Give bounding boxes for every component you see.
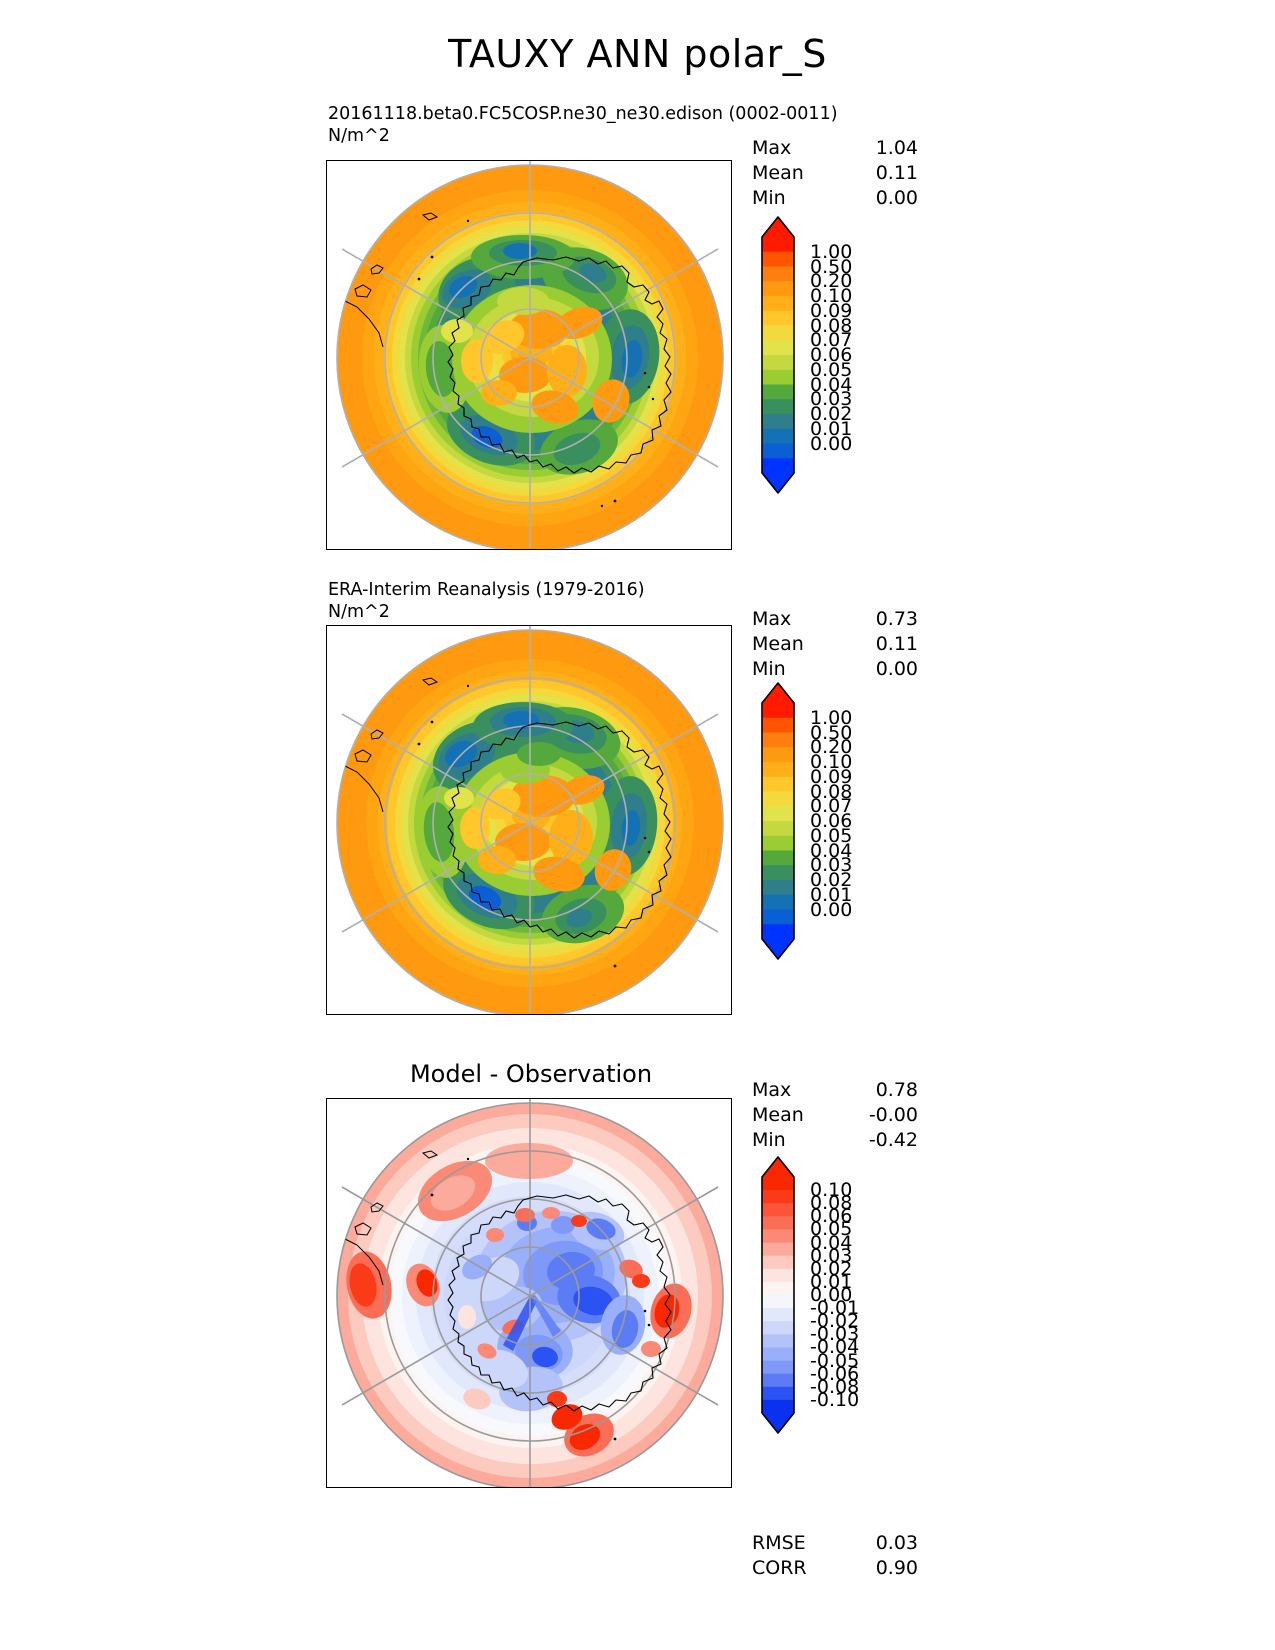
colorbar-tick-label: -0.08 — [810, 1375, 860, 1398]
colorbar-tick-label: 0.04 — [810, 839, 853, 862]
colorbar-tick-label: 0.50 — [810, 255, 853, 278]
stat-label: Mean — [752, 162, 804, 184]
colorbar-tick-label: 0.00 — [810, 432, 853, 455]
stat-label: RMSE — [752, 1532, 806, 1554]
colorbar-tick-label: 0.20 — [810, 270, 853, 293]
colorbar-tick-label: 0.08 — [810, 314, 853, 337]
colorbar-tick-label: 1.00 — [810, 240, 853, 263]
colorbar-tick-label: 1.00 — [810, 706, 853, 729]
colorbar-tick-label: -0.02 — [810, 1310, 860, 1333]
colorbar-tick-label: -0.06 — [810, 1362, 860, 1385]
colorbar-tick-label: 0.06 — [810, 344, 853, 366]
stat-label: Max — [752, 1079, 792, 1101]
panel-model-units: N/m^2 — [328, 126, 390, 146]
colorbar-tick-labels: 0.10 0.08 0.06 0.05 0.04 0.03 0.02 0.01 0.00 -0.0… — [810, 1155, 888, 1435]
colorbar-tick-label: 0.08 — [810, 1192, 853, 1215]
panel-model-caption: 20161118.beta0.FC5COSP.ne30_ne30.edison … — [328, 104, 838, 124]
panel-observation-caption: ERA-Interim Reanalysis (1979-2016) — [328, 580, 645, 600]
colorbar-tick-label: -0.03 — [810, 1323, 860, 1346]
colorbar-tick-label: 0.05 — [810, 824, 853, 847]
stat-label: Min — [752, 1129, 786, 1151]
panel-model-map[interactable] — [326, 160, 732, 550]
colorbar-tick-label: -0.05 — [810, 1349, 860, 1372]
stat-label: Mean — [752, 1104, 804, 1126]
colorbar-tick-label: 0.06 — [810, 1205, 853, 1228]
page-title: TAUXY ANN polar_S — [448, 32, 827, 76]
colorbar-swatches — [748, 215, 808, 499]
colorbar-tick-label: 0.09 — [810, 765, 853, 788]
stat-value: 0.73 — [875, 608, 918, 630]
colorbar-tick-label: 0.00 — [810, 1284, 853, 1306]
colorbar-tick-label: 0.01 — [810, 883, 853, 906]
colorbar-tick-label: 0.06 — [810, 810, 853, 832]
colorbar-tick-labels: 1.00 0.50 0.20 0.10 0.09 0.08 0.07 0.06 0.05 0.04… — [810, 215, 888, 495]
colorbar-tick-label: -0.04 — [810, 1336, 860, 1359]
colorbar-tick-label: 0.03 — [810, 388, 853, 411]
stat-value: -0.42 — [868, 1129, 918, 1151]
colorbar-tick-label: 0.50 — [810, 721, 853, 744]
stat-value: -0.00 — [868, 1104, 918, 1126]
stat-label: Mean — [752, 633, 804, 655]
colorbar-tick-label: 0.01 — [810, 417, 853, 440]
colorbar-tick-label: 0.20 — [810, 736, 853, 759]
colorbar-tick-label: 0.03 — [810, 854, 853, 877]
panel-observation-colorbar: 1.00 0.50 0.20 0.10 0.09 0.08 0.07 0.06 0.05 0.04… — [748, 681, 888, 961]
colorbar-swatches — [748, 1155, 808, 1439]
colorbar-tick-label: 0.02 — [810, 403, 853, 425]
stat-value: 0.11 — [875, 162, 918, 184]
colorbar-tick-label: 0.04 — [810, 1231, 853, 1254]
stat-value: 0.11 — [875, 633, 918, 655]
panel-difference-colorbar: 0.10 0.08 0.06 0.05 0.04 0.03 0.02 0.01 0.00 -0.0… — [748, 1155, 888, 1435]
colorbar-tick-label: 0.01 — [810, 1270, 853, 1293]
colorbar-tick-label: 0.05 — [810, 358, 853, 381]
stat-label: Min — [752, 187, 786, 209]
colorbar-tick-labels: 1.00 0.50 0.20 0.10 0.09 0.08 0.07 0.06 0.05 0.04… — [810, 681, 888, 961]
stat-value: 0.90 — [875, 1557, 918, 1579]
panel-model-colorbar: 1.00 0.50 0.20 0.10 0.09 0.08 0.07 0.06 0.05 0.04… — [748, 215, 888, 495]
colorbar-tick-label: 0.03 — [810, 1244, 853, 1267]
colorbar-swatches — [748, 681, 808, 965]
panel-difference-map[interactable] — [326, 1098, 732, 1488]
stat-value: 0.78 — [875, 1079, 918, 1101]
colorbar-tick-label: 0.10 — [810, 751, 853, 773]
panel-observation-map[interactable] — [326, 625, 732, 1015]
colorbar-tick-label: -0.10 — [810, 1388, 860, 1411]
panel-observation-units: N/m^2 — [328, 602, 390, 622]
colorbar-tick-label: 0.00 — [810, 898, 853, 921]
colorbar-tick-label: -0.01 — [810, 1297, 860, 1320]
colorbar-tick-label: 0.02 — [810, 1257, 853, 1280]
stat-label: Max — [752, 608, 792, 630]
stat-value: 0.00 — [875, 658, 918, 680]
colorbar-tick-label: 0.10 — [810, 285, 853, 307]
colorbar-tick-label: 0.10 — [810, 1179, 853, 1202]
stat-label: Min — [752, 658, 786, 680]
colorbar-tick-label: 0.07 — [810, 795, 853, 818]
stat-value: 0.03 — [875, 1532, 918, 1554]
colorbar-tick-label: 0.09 — [810, 299, 853, 322]
colorbar-tick-label: 0.08 — [810, 780, 853, 803]
stat-label: CORR — [752, 1557, 807, 1579]
stat-value: 0.00 — [875, 187, 918, 209]
colorbar-tick-label: 0.05 — [810, 1218, 853, 1241]
stat-label: Max — [752, 137, 792, 159]
colorbar-tick-label: 0.04 — [810, 373, 853, 396]
colorbar-tick-label: 0.07 — [810, 329, 853, 352]
stat-value: 1.04 — [875, 137, 918, 159]
colorbar-tick-label: 0.02 — [810, 869, 853, 891]
panel-difference-title: Model - Observation — [409, 1060, 653, 1088]
